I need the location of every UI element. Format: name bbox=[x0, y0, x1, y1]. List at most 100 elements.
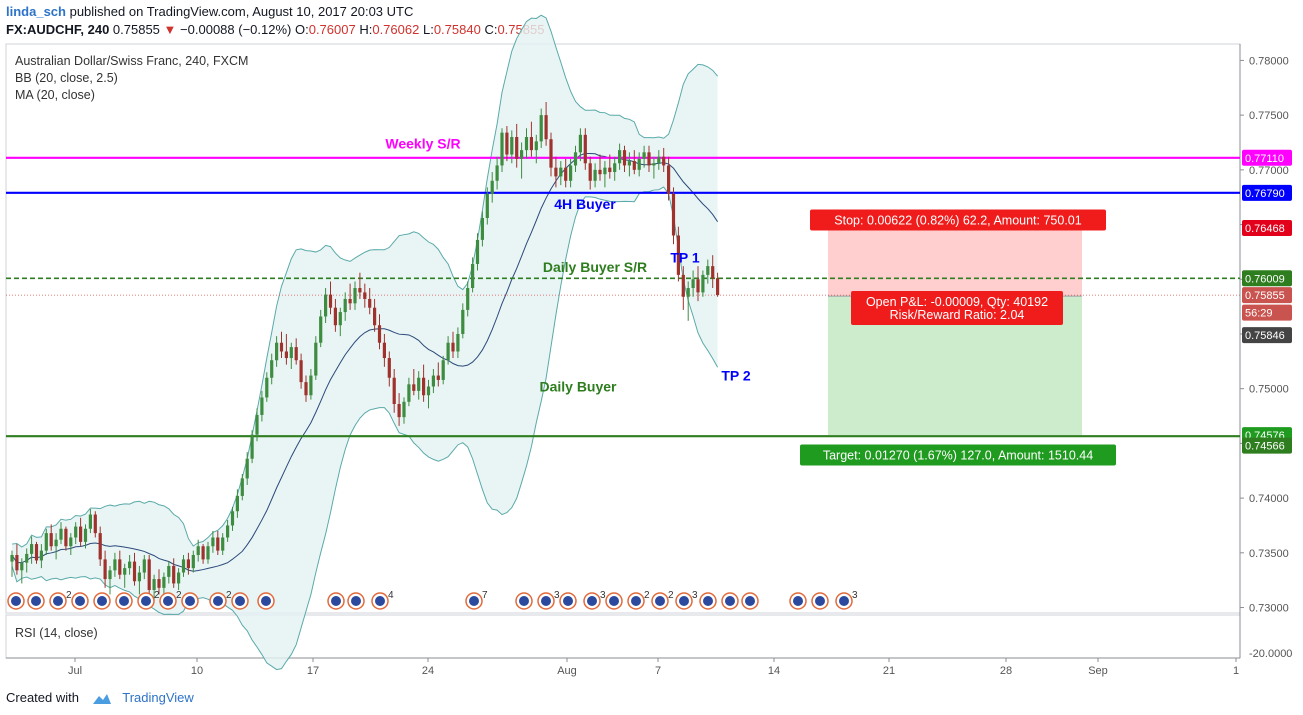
price-tag-bg bbox=[1242, 149, 1292, 166]
candle-body bbox=[123, 568, 127, 575]
y-tick-label: 0.74000 bbox=[1249, 493, 1289, 505]
candle-body bbox=[451, 342, 455, 352]
candle-body bbox=[480, 217, 484, 240]
price-tag: 0.75846 bbox=[1242, 327, 1292, 344]
pnl-label-text: Risk/Reward Ratio: 2.04 bbox=[890, 308, 1025, 322]
candle-body bbox=[622, 150, 627, 166]
price-tag: 0.77110 bbox=[1242, 149, 1292, 166]
bollinger-fill bbox=[12, 15, 718, 670]
candle-body bbox=[667, 165, 671, 194]
annotations: Weekly S/R 4H Buyer TP 1 Daily Buyer S/R Dai… bbox=[385, 136, 750, 395]
event-count-label: 7 bbox=[482, 590, 488, 601]
event-count-label: 3 bbox=[600, 590, 606, 601]
candle-body bbox=[299, 360, 303, 383]
australia-flag-icon bbox=[655, 596, 665, 606]
candle-body bbox=[226, 525, 230, 538]
candle-body bbox=[701, 274, 705, 293]
candle-body bbox=[471, 263, 475, 289]
candle-body bbox=[294, 347, 298, 361]
rsi-pane[interactable] bbox=[5, 614, 1241, 659]
candle-body bbox=[245, 458, 249, 479]
candle-body bbox=[333, 307, 337, 326]
australia-flag-icon bbox=[185, 596, 195, 606]
candle-body bbox=[314, 342, 318, 376]
candle-body bbox=[270, 360, 274, 378]
legend-ma[interactable]: MA (20, close) bbox=[15, 88, 95, 102]
candle-body bbox=[221, 537, 225, 551]
target-label-text: Target: 0.01270 (1.67%) 127.0, Amount: 1… bbox=[823, 449, 1093, 463]
australia-flag-icon bbox=[53, 596, 63, 606]
candle-body bbox=[466, 288, 470, 310]
x-tick-label: Sep bbox=[1088, 665, 1108, 677]
event-count-label: 4 bbox=[388, 590, 394, 601]
x-tick-label: 28 bbox=[1000, 665, 1012, 677]
stop-label-bg bbox=[810, 209, 1106, 231]
candle-body bbox=[618, 150, 622, 164]
event-count-label: 2 bbox=[66, 590, 72, 601]
y-tick-label: 0.77500 bbox=[1249, 110, 1289, 122]
candle-body bbox=[15, 555, 19, 571]
price-tag: 0.76790 bbox=[1242, 184, 1292, 201]
candle-body bbox=[500, 132, 504, 166]
candle-body bbox=[167, 565, 171, 577]
candle-body bbox=[132, 561, 137, 582]
candle-body bbox=[686, 288, 690, 297]
candle-body bbox=[642, 152, 646, 159]
candle-body bbox=[118, 559, 122, 575]
candle-body bbox=[554, 167, 558, 177]
footer: Created with TradingView bbox=[6, 690, 194, 705]
candle-body bbox=[681, 274, 685, 297]
candle-body bbox=[412, 384, 416, 391]
price-tag-bg bbox=[1242, 184, 1292, 201]
australia-flag-icon bbox=[469, 596, 479, 606]
event-count-label: 2 bbox=[668, 590, 674, 601]
candle-body bbox=[343, 298, 347, 313]
candle-body bbox=[79, 526, 83, 542]
candle-body bbox=[279, 342, 284, 352]
candle-body bbox=[284, 351, 288, 359]
candle-body bbox=[392, 377, 396, 405]
candle-body bbox=[74, 526, 78, 538]
candle-body bbox=[397, 404, 401, 418]
candle-body bbox=[559, 167, 563, 177]
candle-body bbox=[711, 266, 715, 279]
australia-flag-icon bbox=[331, 596, 341, 606]
x-tick-label: 17 bbox=[307, 665, 319, 677]
candle-body bbox=[128, 561, 132, 569]
candle-body bbox=[417, 377, 421, 391]
author-link[interactable]: linda_sch bbox=[6, 4, 66, 19]
candle-body bbox=[162, 576, 166, 588]
candle-body bbox=[59, 528, 63, 540]
australia-flag-icon bbox=[261, 596, 271, 606]
y-tick-label: 0.77000 bbox=[1249, 165, 1289, 177]
tradingview-link[interactable]: TradingView bbox=[122, 690, 194, 705]
candle-body bbox=[505, 132, 509, 155]
x-tick-label: 21 bbox=[883, 665, 895, 677]
candle-body bbox=[529, 137, 533, 151]
candle-body bbox=[49, 533, 53, 547]
price-tag: 0.76468 bbox=[1242, 220, 1292, 237]
candle-body bbox=[157, 579, 161, 588]
australia-flag-icon bbox=[541, 596, 551, 606]
candle-body bbox=[177, 572, 181, 584]
australia-flag-icon bbox=[725, 596, 735, 606]
price-tag-text: 0.74566 bbox=[1245, 441, 1285, 453]
x-tick-label: Aug bbox=[557, 665, 577, 677]
candle-body bbox=[402, 401, 406, 418]
pnl-label-bg bbox=[851, 291, 1063, 325]
x-tick-label: 10 bbox=[191, 665, 203, 677]
candle-body bbox=[20, 562, 24, 571]
candle-body bbox=[211, 537, 215, 547]
legend-bb[interactable]: BB (20, close, 2.5) bbox=[15, 71, 118, 85]
pnl-label: Open P&L: -0.00009, Qty: 40192Risk/Rewar… bbox=[851, 291, 1063, 325]
australia-flag-icon bbox=[609, 596, 619, 606]
candle-body bbox=[510, 137, 514, 155]
symbol-label: FX:AUDCHF, 240 bbox=[6, 22, 110, 37]
candle-body bbox=[524, 137, 529, 151]
price-tag-text: 56:29 bbox=[1245, 308, 1273, 320]
candle-body bbox=[83, 528, 88, 542]
position-zones bbox=[828, 228, 1082, 436]
candle-body bbox=[422, 377, 426, 396]
rsi-legend[interactable]: RSI (14, close) bbox=[15, 626, 98, 640]
